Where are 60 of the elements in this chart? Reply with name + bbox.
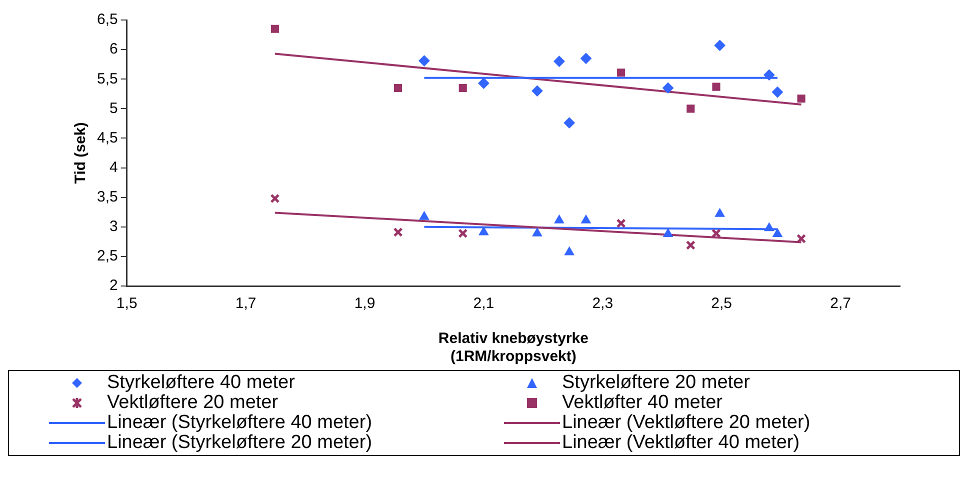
point	[532, 85, 543, 96]
legend-label: Styrkeløftere 20 meter	[562, 372, 750, 393]
point	[662, 82, 674, 94]
y-tick-label: 2,5	[96, 248, 118, 265]
point	[686, 240, 696, 250]
point	[617, 68, 626, 77]
legend-label: Lineær (Styrkeløftere 40 meter)	[107, 412, 372, 433]
point	[419, 211, 430, 220]
y-tick-label: 2	[110, 277, 118, 294]
x-tick-label: 2,5	[711, 295, 732, 312]
x-tick-label: 2,7	[830, 295, 851, 312]
point	[458, 84, 467, 92]
point	[393, 227, 403, 237]
point	[478, 78, 490, 89]
point	[764, 222, 774, 232]
point	[772, 228, 782, 237]
point	[616, 218, 626, 228]
point	[418, 55, 430, 66]
point	[714, 208, 725, 217]
point	[712, 82, 720, 91]
point	[764, 69, 775, 80]
point	[663, 228, 673, 237]
point	[797, 94, 806, 103]
point	[458, 228, 468, 238]
x-tick-label: 2,1	[473, 295, 494, 312]
legend-label: Vektløfter 40 meter	[562, 392, 723, 413]
x-tick-label: 1,5	[116, 295, 138, 312]
point	[772, 86, 783, 98]
legend-label: Lineær (Vektløftere 20 meter)	[562, 412, 810, 433]
point	[394, 84, 402, 92]
y-tick-label: 5,5	[96, 70, 118, 88]
y-tick-label: 3,5	[96, 188, 118, 206]
y-tick-label: 4,5	[96, 129, 118, 146]
point	[554, 214, 564, 224]
point	[580, 52, 592, 64]
y-tick-label: 3	[110, 218, 118, 236]
x-tick-label: 2,3	[592, 295, 614, 312]
x-tick-label: 1,9	[354, 295, 376, 312]
point	[581, 214, 591, 224]
point	[270, 194, 280, 204]
legend-label: Lineær (Vektløfter 40 meter)	[562, 432, 800, 453]
point	[564, 117, 575, 128]
x-axis-title: Relativ knebøystyrke (1RM/kroppsvekt)	[438, 330, 588, 366]
point	[714, 40, 726, 51]
y-tick-label: 6	[110, 40, 118, 58]
x-tick-label: 1,7	[235, 295, 256, 312]
y-tick-label: 5	[110, 100, 118, 117]
point	[711, 228, 722, 238]
legend-label: Vektløftere 20 meter	[107, 392, 278, 413]
y-tick-label: 4	[110, 158, 118, 176]
point	[686, 104, 695, 113]
point	[554, 56, 565, 67]
legend-label: Styrkeløftere 40 meter	[107, 372, 295, 393]
point	[564, 246, 574, 256]
y-tick-label: 6,5	[96, 11, 118, 28]
point	[478, 226, 489, 236]
y-axis-title: Tid (sek)	[72, 122, 90, 184]
point	[270, 24, 279, 33]
legend-label: Lineær (Styrkeløftere 20 meter)	[107, 432, 372, 453]
point	[532, 228, 542, 236]
